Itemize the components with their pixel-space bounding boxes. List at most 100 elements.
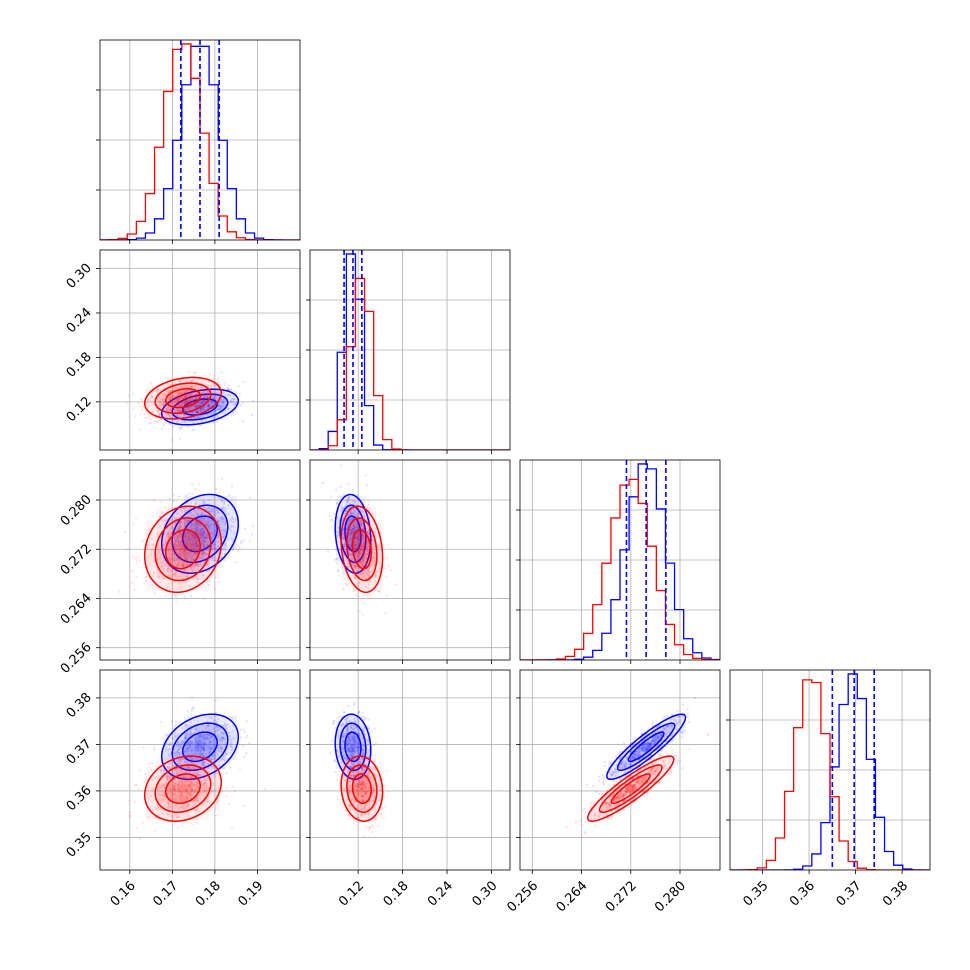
scatter-point <box>357 531 360 534</box>
scatter-point <box>156 557 159 560</box>
density-cell <box>184 506 195 518</box>
scatter-point <box>372 567 375 570</box>
density-cell <box>365 742 371 752</box>
scatter-point <box>191 527 194 530</box>
scatter-point <box>213 395 216 398</box>
scatter-point <box>215 814 218 817</box>
scatter-point <box>181 402 184 405</box>
scatter-point <box>170 815 173 818</box>
scatter-point <box>170 383 173 386</box>
density-cell <box>353 531 359 544</box>
scatter-point <box>366 782 369 785</box>
scatter-point <box>376 764 379 767</box>
scatter-point <box>213 753 216 757</box>
scatter-point <box>174 822 177 826</box>
scatter-point <box>356 749 359 752</box>
scatter-point <box>203 746 206 750</box>
scatter-point <box>349 775 352 778</box>
scatter-point <box>351 771 354 774</box>
scatter-point <box>227 512 230 516</box>
scatter-point <box>336 557 339 560</box>
scatter-point <box>193 371 196 374</box>
contour-line-0 <box>344 515 362 553</box>
scatter-point <box>364 574 367 577</box>
scatter-point <box>363 813 367 816</box>
scatter-point <box>213 512 216 515</box>
scatter-point <box>354 544 357 547</box>
density-cell <box>353 543 359 556</box>
scatter-point <box>355 537 358 541</box>
density-cell <box>177 389 189 396</box>
density-cell <box>355 495 361 507</box>
scatter-point <box>168 776 172 779</box>
scatter-point <box>229 751 232 755</box>
scatter-point <box>362 745 365 748</box>
scatter-point <box>186 548 189 551</box>
scatter-point <box>347 740 350 743</box>
scatter-point <box>353 520 356 524</box>
scatter-point <box>351 500 354 503</box>
scatter-point <box>188 554 192 557</box>
density-cell <box>345 517 351 529</box>
scatter-point <box>348 552 351 555</box>
scatter-point <box>177 392 180 395</box>
scatter-point <box>361 758 364 761</box>
scatter-point <box>172 784 175 787</box>
scatter-point <box>150 761 154 764</box>
scatter-point <box>361 569 364 572</box>
scatter-point <box>171 737 174 740</box>
scatter-point <box>354 736 357 739</box>
scatter-point <box>348 780 351 783</box>
scatter-point <box>166 567 170 571</box>
scatter-point <box>222 535 225 539</box>
scatter-point <box>190 559 193 562</box>
density-cell <box>365 724 371 734</box>
scatter-point <box>338 548 341 552</box>
scatter-point <box>168 415 171 419</box>
scatter-point <box>222 515 225 519</box>
density-cell <box>345 560 351 572</box>
scatter-point <box>156 788 159 791</box>
scatter-point <box>202 400 206 403</box>
scatter-point <box>355 526 358 529</box>
scatter-point <box>217 761 221 764</box>
scatter-point <box>363 575 366 578</box>
scatter-point <box>207 757 211 760</box>
scatter-point <box>385 575 388 578</box>
scatter-point <box>633 756 636 759</box>
scatter-point <box>179 548 182 551</box>
scatter-point <box>349 505 352 509</box>
scatter-point <box>343 551 346 554</box>
scatter-point <box>187 527 190 530</box>
contour-line-1 <box>154 382 212 414</box>
scatter-point <box>175 815 178 819</box>
scatter-point <box>197 410 200 414</box>
scatter-point <box>192 513 195 517</box>
scatter-point <box>127 394 130 397</box>
density-cell <box>146 578 157 591</box>
scatter-point <box>353 735 356 738</box>
scatter-point <box>360 768 363 771</box>
scatter-point <box>354 739 357 743</box>
scatter-point <box>231 730 234 733</box>
contour-line-2 <box>143 505 223 594</box>
scatter-point <box>366 557 369 560</box>
scatter-point <box>645 749 648 752</box>
scatter-point <box>207 756 210 759</box>
scatter-point <box>354 719 357 722</box>
scatter-point <box>178 544 181 547</box>
scatter-point <box>173 789 176 792</box>
scatter-point <box>199 399 202 402</box>
scatter-point <box>177 581 181 584</box>
scatter-point <box>188 794 191 797</box>
density-cell <box>341 507 348 520</box>
scatter-point <box>203 737 206 741</box>
scatter-point <box>235 518 238 521</box>
scatter-point <box>361 786 364 790</box>
scatter-point <box>176 402 179 405</box>
scatter-point <box>223 501 226 504</box>
scatter-point <box>192 525 195 528</box>
scatter-point <box>215 409 218 412</box>
scatter-point <box>238 547 241 550</box>
scatter-point <box>230 414 233 417</box>
